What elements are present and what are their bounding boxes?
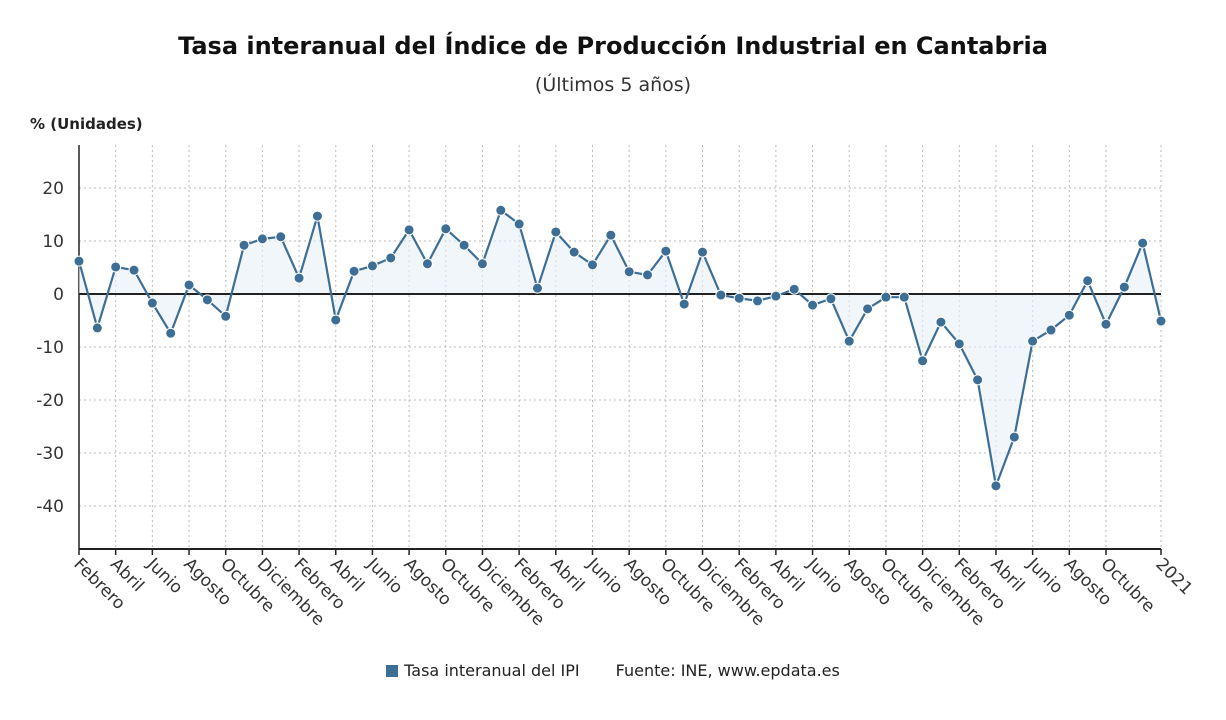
area-fill <box>79 210 1161 486</box>
data-point <box>550 226 562 238</box>
data-point <box>440 223 452 235</box>
data-point <box>843 335 855 347</box>
data-point <box>678 298 690 310</box>
data-point <box>293 272 305 284</box>
data-point <box>403 224 415 236</box>
data-point <box>586 259 598 271</box>
data-point <box>1155 315 1167 327</box>
data-point <box>605 229 617 241</box>
data-point <box>953 338 965 350</box>
data-point <box>697 246 709 258</box>
data-point <box>366 260 378 272</box>
data-point <box>146 297 158 309</box>
data-point <box>91 322 103 334</box>
legend: Tasa interanual del IPI Fuente: INE, www.… <box>0 661 1226 680</box>
data-point <box>128 264 140 276</box>
y-axis-label: % (Unidades) <box>30 115 143 133</box>
data-point <box>642 269 654 281</box>
data-point <box>110 261 122 273</box>
data-point <box>531 282 543 294</box>
data-point <box>825 293 837 305</box>
data-point <box>715 289 727 301</box>
data-point <box>623 266 635 278</box>
data-point <box>348 265 360 277</box>
y-tick-label: -30 <box>36 444 64 464</box>
data-point <box>183 279 195 291</box>
data-point <box>862 303 874 315</box>
data-point <box>660 245 672 257</box>
data-point <box>788 283 800 295</box>
data-point <box>752 295 764 307</box>
data-point <box>1008 431 1020 443</box>
data-point <box>898 291 910 303</box>
data-point <box>458 239 470 251</box>
y-tick-label: -10 <box>36 338 64 358</box>
data-point <box>73 255 85 267</box>
source-note: Fuente: INE, www.epdata.es <box>615 661 840 680</box>
x-tick-label: Junio <box>1022 554 1066 598</box>
data-point <box>238 239 250 251</box>
data-point <box>1137 237 1149 249</box>
data-point <box>972 374 984 386</box>
data-point <box>513 218 525 230</box>
y-tick-label: 10 <box>42 232 64 252</box>
data-point <box>1100 318 1112 330</box>
y-tick-label: 20 <box>42 179 64 199</box>
data-point <box>220 310 232 322</box>
data-point <box>476 258 488 270</box>
x-tick-label: Junio <box>802 554 846 598</box>
y-tick-label: -40 <box>36 497 64 517</box>
data-point <box>385 252 397 264</box>
data-point <box>770 290 782 302</box>
data-point <box>1045 324 1057 336</box>
data-point <box>165 327 177 339</box>
legend-label: Tasa interanual del IPI <box>404 661 580 680</box>
chart-title: Tasa interanual del Índice de Producción… <box>178 32 1048 60</box>
x-tick-label: Junio <box>582 554 626 598</box>
data-point <box>201 294 213 306</box>
data-point <box>495 204 507 216</box>
data-point <box>1082 275 1094 287</box>
data-point <box>807 299 819 311</box>
data-point <box>1063 309 1075 321</box>
y-tick-label: 0 <box>53 285 64 305</box>
data-point <box>733 292 745 304</box>
chart-subtitle: (Últimos 5 años) <box>534 74 692 96</box>
y-tick-label: -20 <box>36 391 64 411</box>
x-tick-label: Junio <box>362 554 406 598</box>
data-point <box>1118 281 1130 293</box>
data-point <box>990 480 1002 492</box>
data-point <box>935 316 947 328</box>
data-point <box>275 231 287 243</box>
data-point <box>880 291 892 303</box>
data-point <box>1027 335 1039 347</box>
data-point <box>421 258 433 270</box>
data-point <box>917 355 929 367</box>
data-point <box>256 233 268 245</box>
data-point <box>568 246 580 258</box>
x-tick-label: 2021 <box>1151 554 1196 599</box>
x-tick-label: Junio <box>142 554 186 598</box>
data-point <box>311 210 323 222</box>
data-point <box>330 314 342 326</box>
legend-swatch <box>386 665 399 677</box>
